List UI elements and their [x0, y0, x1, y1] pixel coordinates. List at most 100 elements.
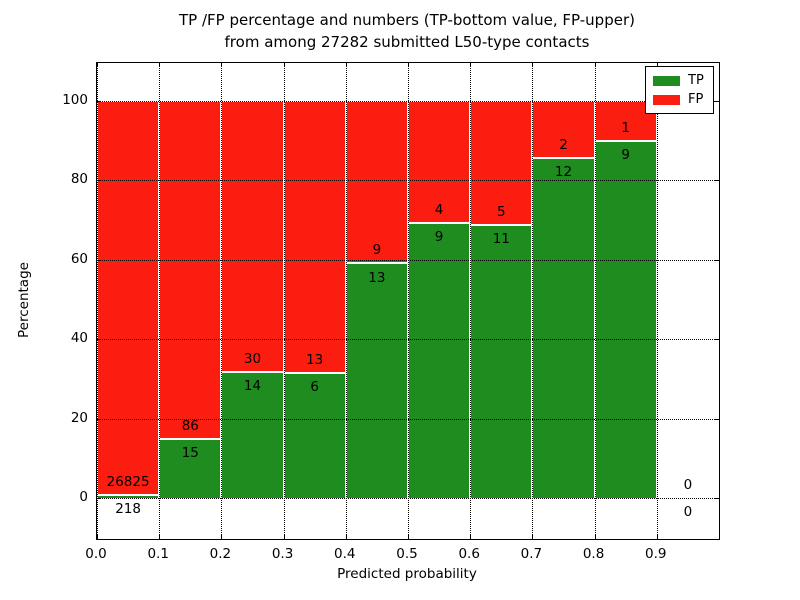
x-tick-label: 0.9 — [645, 546, 667, 562]
fp-count-label: 4 — [434, 202, 444, 219]
x-tick-label: 0.4 — [334, 546, 356, 562]
fp-count-label: 26825 — [106, 473, 150, 490]
x-tick-label: 0.1 — [147, 546, 169, 562]
y-tickmark — [97, 418, 101, 420]
y-tickmark — [715, 259, 719, 261]
x-tickmark — [408, 63, 409, 67]
x-tick-label: 0.5 — [396, 546, 418, 562]
x-axis-label: Predicted probability — [337, 566, 477, 582]
gridline-vertical — [594, 63, 596, 539]
gridline-vertical — [97, 63, 98, 539]
fp-count-label: 86 — [181, 417, 199, 434]
y-tick-label: 40 — [70, 330, 88, 347]
fp-count-label: 1 — [621, 119, 630, 136]
y-tick-label: 0 — [79, 489, 88, 505]
gridline-horizontal — [97, 498, 719, 499]
fp-count-label: 30 — [243, 350, 262, 367]
x-tickmark — [221, 535, 223, 539]
gridline-vertical — [345, 63, 347, 539]
bar-fp-segment — [159, 101, 222, 440]
x-tickmark — [97, 535, 98, 539]
fp-count-label: 9 — [372, 242, 382, 259]
tp-count-label: 9 — [621, 146, 630, 163]
bar-fp-segment — [97, 101, 160, 495]
bar-tp-segment — [283, 372, 346, 498]
y-tickmark — [715, 339, 719, 341]
tp-count-label: 15 — [181, 445, 199, 462]
x-tick-label: 0.6 — [458, 546, 480, 562]
bar-fp-segment — [283, 101, 346, 373]
x-tickmark — [345, 63, 347, 67]
x-tickmark — [470, 63, 472, 67]
tp-count-label: 14 — [243, 377, 262, 394]
x-tickmark — [594, 535, 596, 539]
legend-label-tp: TP — [688, 72, 704, 88]
tp-count-label: 13 — [368, 269, 386, 286]
legend-label-fp: FP — [688, 91, 704, 107]
tp-count-label: 0 — [683, 504, 693, 521]
y-tick-label: 100 — [62, 92, 88, 108]
tp-swatch-icon — [653, 75, 680, 86]
y-tick-label: 80 — [70, 171, 88, 188]
gridline-horizontal — [97, 180, 719, 182]
fp-count-label: 13 — [306, 351, 324, 368]
y-tickmark — [715, 418, 719, 420]
x-tick-label: 0.0 — [85, 546, 107, 562]
x-tick-label: 0.3 — [271, 546, 294, 562]
y-tickmark — [715, 498, 719, 499]
fp-swatch-icon — [653, 94, 680, 105]
chart-title-line1: TP /FP percentage and numbers (TP-bottom… — [179, 11, 635, 29]
x-tick-label: 0.7 — [520, 546, 543, 562]
x-tickmark — [532, 63, 534, 67]
y-tickmark — [97, 339, 101, 341]
y-tickmark — [715, 101, 719, 102]
y-axis-label: Percentage — [16, 262, 32, 338]
bar-tp-segment — [532, 157, 595, 498]
x-tickmark — [656, 535, 658, 539]
tp-count-label: 218 — [115, 501, 141, 518]
legend-item-fp: FP — [653, 91, 706, 107]
gridline-horizontal — [97, 339, 719, 341]
x-tickmark — [159, 535, 161, 539]
y-tickmark — [97, 180, 101, 182]
gridline-horizontal — [97, 101, 719, 102]
x-tickmark — [221, 63, 223, 67]
gridline-vertical — [532, 63, 534, 539]
y-tick-label: 60 — [70, 250, 88, 267]
tp-count-label: 6 — [310, 378, 319, 395]
gridline-vertical — [470, 63, 472, 539]
bar-tp-segment — [408, 223, 471, 498]
gridline-horizontal — [97, 418, 719, 420]
gridline-vertical — [221, 63, 223, 539]
x-tick-label: 0.8 — [582, 546, 605, 562]
bar-fp-segment — [221, 101, 284, 372]
fp-count-label: 0 — [683, 476, 693, 493]
legend-item-tp: TP — [653, 72, 706, 88]
gridline-horizontal — [97, 259, 719, 261]
gridline-vertical — [159, 63, 161, 539]
plot-area: 26825 218 86 15 30 14 13 6 9 13 4 9 5 11 2 12 1 9 0 0 — [96, 62, 720, 540]
x-tickmark — [408, 535, 409, 539]
x-tickmark — [470, 535, 472, 539]
tp-count-label: 11 — [492, 231, 510, 248]
legend: TP FP — [645, 66, 714, 114]
y-tick-label: 20 — [70, 409, 88, 426]
x-tickmark — [97, 63, 98, 67]
x-tickmark — [159, 63, 161, 67]
y-tickmark — [715, 180, 719, 182]
gridline-vertical — [283, 63, 285, 539]
chart-title: TP /FP percentage and numbers (TP-bottom… — [96, 9, 718, 53]
x-tickmark — [656, 63, 658, 67]
x-tickmark — [283, 535, 285, 539]
x-tickmark — [594, 63, 596, 67]
fp-count-label: 5 — [496, 203, 506, 220]
bar-tp-segment — [221, 371, 284, 498]
x-tickmark — [283, 63, 285, 67]
gridline-vertical — [656, 63, 658, 539]
fp-count-label: 2 — [559, 136, 568, 153]
bar-tp-segment — [345, 263, 408, 498]
bar-tp-segment — [594, 140, 657, 498]
tp-count-label: 12 — [554, 164, 573, 181]
y-tickmark — [97, 259, 101, 261]
